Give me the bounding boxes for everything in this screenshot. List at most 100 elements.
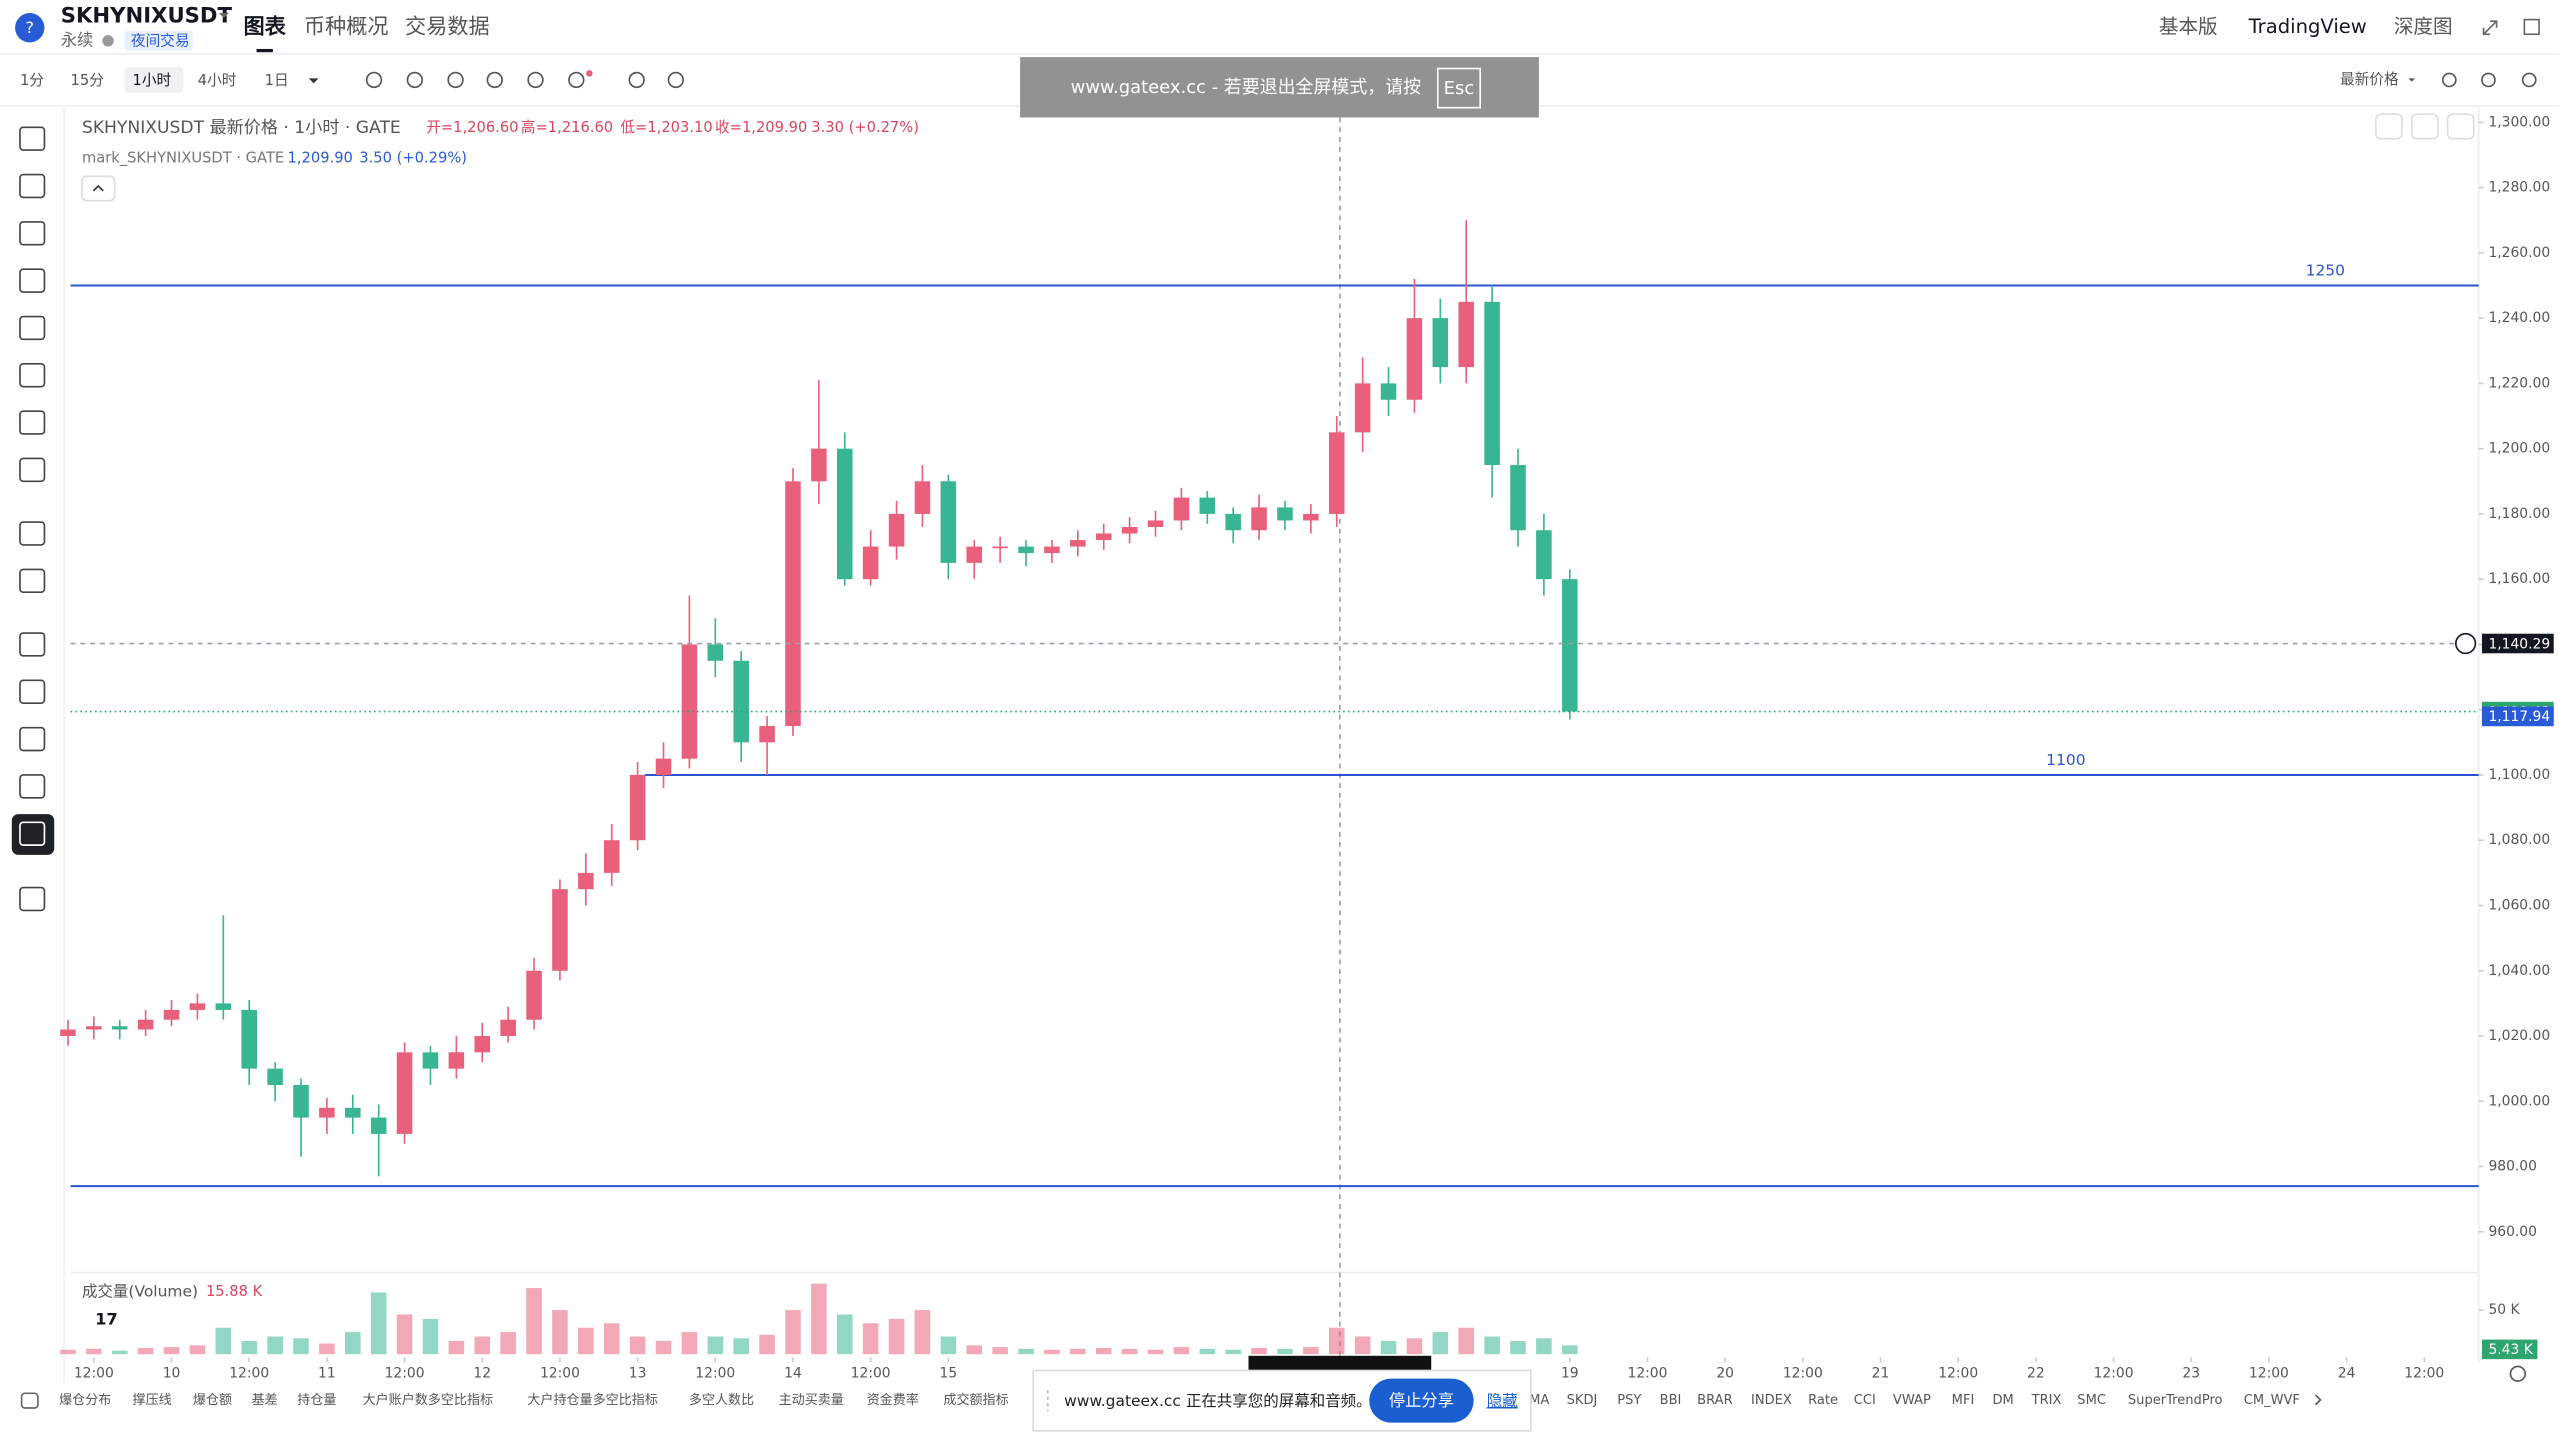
interval[interactable]: 4小时 xyxy=(198,72,237,89)
pane-button[interactable] xyxy=(2375,113,2403,140)
tool-icon[interactable] xyxy=(19,568,46,594)
tool-icon[interactable] xyxy=(19,632,46,657)
indicator-tab[interactable]: SuperTrendPro xyxy=(2128,1393,2223,1408)
interval[interactable]: 15分 xyxy=(71,72,105,89)
header-tab[interactable]: 交易数据 xyxy=(405,14,490,39)
indicator-tab[interactable]: PSY xyxy=(1617,1393,1641,1408)
tool-icon[interactable] xyxy=(19,726,46,752)
candle-body xyxy=(811,448,827,482)
tool-icon[interactable] xyxy=(19,221,46,246)
indicator-next[interactable] xyxy=(2314,1394,2322,1406)
volume-bar xyxy=(681,1332,698,1355)
tool-icon[interactable] xyxy=(19,886,46,912)
indicator-tab[interactable]: 撑压线 xyxy=(133,1393,172,1408)
indicator-settings-icon[interactable] xyxy=(20,1392,39,1409)
price-type-caret[interactable] xyxy=(2408,78,2416,82)
crosshair-add-button[interactable] xyxy=(2455,632,2477,655)
indicator-tab[interactable]: Rate xyxy=(1808,1393,1838,1408)
indicator-tab[interactable]: 基差 xyxy=(252,1393,278,1408)
content: SKHYNIXUSDT 永续 夜间交易 图表 币种概况 交易数据 基本版 TradingVie… xyxy=(20,2,2554,1432)
toolbar-right-icon[interactable] xyxy=(2441,72,2457,88)
toolbar-icon[interactable] xyxy=(447,71,464,89)
interval[interactable]: 1小时 xyxy=(133,72,172,89)
indicator-tab[interactable]: BBI xyxy=(1660,1393,1682,1408)
indicator-tab[interactable]: INDEX xyxy=(1751,1393,1792,1408)
header-right-tab[interactable]: 深度图 xyxy=(2394,15,2453,38)
indicator-tab[interactable]: BRAR xyxy=(1697,1393,1732,1408)
toolbar-icon[interactable] xyxy=(527,71,544,89)
tool-icon[interactable] xyxy=(19,268,46,293)
price-type[interactable]: 最新价格 xyxy=(2340,71,2399,88)
interval[interactable]: 1分 xyxy=(20,72,44,89)
toolbar-icon[interactable] xyxy=(628,71,645,89)
y-tick-label: 1,180.00 xyxy=(2488,506,2550,522)
tool-icon[interactable] xyxy=(19,457,46,483)
tool-icon[interactable] xyxy=(19,679,46,705)
indicator-tab[interactable]: VWAP xyxy=(1893,1393,1931,1408)
header-tab[interactable]: 图表 xyxy=(243,14,286,39)
stop-share-label: 停止分享 xyxy=(1389,1391,1454,1410)
pane-button[interactable] xyxy=(2446,113,2475,140)
indicator-tab[interactable]: MA xyxy=(1529,1393,1549,1408)
tool-icon[interactable] xyxy=(19,173,46,199)
indicator-tab[interactable]: CCI xyxy=(1854,1393,1876,1408)
indicator-tab[interactable]: SMC xyxy=(2077,1393,2106,1408)
indicator-tab[interactable]: 资金费率 xyxy=(867,1392,919,1408)
indicator-tab[interactable]: 主动买卖量 xyxy=(779,1393,844,1408)
indicator-tab[interactable]: SKDJ xyxy=(1567,1393,1598,1408)
volume-bar xyxy=(966,1345,983,1355)
tool-icon[interactable] xyxy=(19,821,46,846)
toolbar-right-icon[interactable] xyxy=(2521,72,2537,88)
hide-link[interactable]: 隐藏 xyxy=(1487,1392,1518,1410)
redacted-box xyxy=(1248,1355,1432,1371)
ohlc-legend: 开=1,206.60 xyxy=(426,119,518,136)
toolbar-icon[interactable] xyxy=(365,71,383,89)
interval-selected-bg xyxy=(124,66,184,93)
volume-bar xyxy=(1328,1327,1345,1355)
pane-button[interactable] xyxy=(2410,113,2439,140)
window-icon[interactable] xyxy=(2523,18,2540,36)
indicator-tab[interactable]: CM_WVF xyxy=(2244,1393,2300,1408)
collapse-button[interactable] xyxy=(81,175,116,202)
indicator-tab[interactable]: 成交额指标 xyxy=(943,1392,1008,1408)
header-tab[interactable]: 币种概况 xyxy=(304,14,389,39)
header-right-tab[interactable]: TradingView xyxy=(2248,15,2367,38)
toolbar-icon[interactable] xyxy=(667,71,684,89)
settings-icon[interactable] xyxy=(2509,1365,2526,1382)
ohlc-legend: 高=1,216.60 xyxy=(521,119,613,136)
volume-bar xyxy=(1354,1336,1371,1355)
toolbar-icon[interactable] xyxy=(486,71,503,89)
indicator-tab[interactable]: DM xyxy=(1992,1393,2013,1408)
tool-icon[interactable] xyxy=(19,410,46,435)
tool-icon[interactable] xyxy=(19,521,46,546)
toolbar-icon[interactable] xyxy=(406,71,423,89)
expand-icon[interactable] xyxy=(2482,20,2498,36)
candle-body xyxy=(603,840,620,873)
volume-bar xyxy=(1173,1347,1190,1355)
price-tag-label: 1,140.29 xyxy=(2488,636,2550,652)
indicator-tab[interactable]: 多空人数比 xyxy=(689,1392,754,1408)
indicator-tab[interactable]: 大户持仓量多空比指标 xyxy=(527,1392,657,1408)
header-right-tab[interactable]: 基本版 xyxy=(2159,15,2218,38)
tool-icon[interactable] xyxy=(19,363,46,388)
toolbar-icon[interactable] xyxy=(568,71,585,89)
toolbar-right-icon[interactable] xyxy=(2481,72,2496,88)
indicator-tab[interactable]: 爆仓额 xyxy=(193,1393,232,1408)
interval-caret[interactable] xyxy=(308,78,319,84)
indicator-tab[interactable]: 持仓量 xyxy=(297,1393,336,1408)
tool-icon[interactable] xyxy=(19,774,46,799)
tool-icon[interactable] xyxy=(19,126,46,151)
indicator-tab[interactable]: 爆仓分布 xyxy=(59,1393,111,1408)
indicator-tab[interactable]: MFI xyxy=(1952,1393,1975,1408)
stop-share-button[interactable] xyxy=(1369,1378,1474,1423)
indicator-tab[interactable]: TRIX xyxy=(2031,1393,2062,1408)
interval[interactable]: 1日 xyxy=(265,72,289,89)
ohlc-legend: 低=1,203.10 xyxy=(620,119,712,136)
share-text: www.gateex.cc 正在共享您的屏幕和音频。 xyxy=(1064,1392,1372,1410)
volume-bar xyxy=(1458,1327,1474,1355)
tool-icon[interactable] xyxy=(19,315,46,341)
indicator-tab[interactable]: 大户账户数多空比指标 xyxy=(363,1392,493,1408)
symbol-caret[interactable] xyxy=(219,13,229,18)
candle-body xyxy=(500,1019,516,1037)
